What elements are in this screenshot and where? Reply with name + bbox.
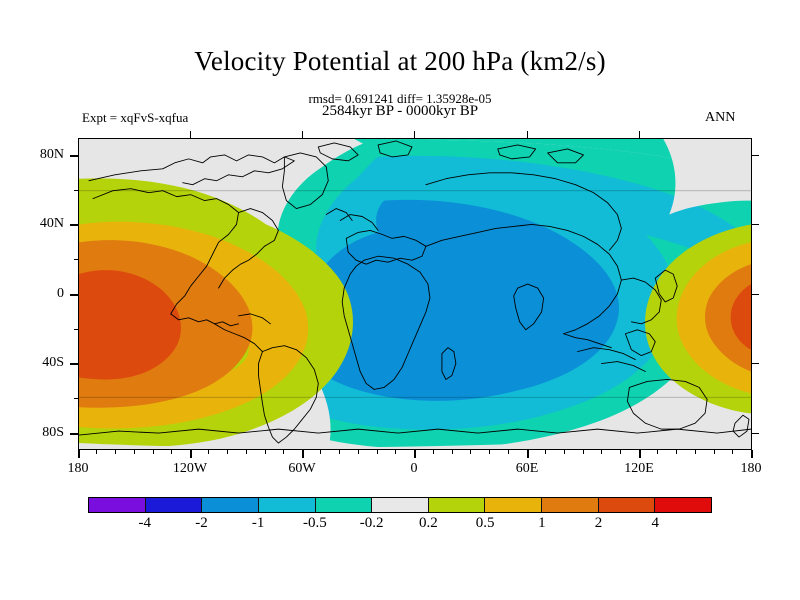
colorbar-segment: [654, 498, 712, 512]
colorbar-tick-label: -2: [195, 515, 208, 531]
colorbar-tick-label: -4: [138, 515, 151, 531]
colorbar-segment: [257, 498, 315, 512]
colorbar-tick-label: 0.2: [418, 515, 438, 531]
colorbar-segment: [427, 498, 485, 512]
colorbar-tick-label: 1: [538, 515, 546, 531]
y-tick-label: 80S: [42, 425, 64, 440]
coastline-overlay: [79, 140, 751, 444]
colorbar: [88, 497, 712, 513]
colorbar-tick-label: -0.5: [303, 515, 327, 531]
colorbar-segment: [541, 498, 598, 512]
colorbar-tick-label: -1: [251, 515, 265, 531]
x-tick-label: 60W: [288, 461, 316, 476]
x-tick-label: 120W: [172, 461, 208, 476]
experiment-label: Expt = xqFvS-xqfua: [82, 110, 189, 125]
x-tick-label: 0: [410, 461, 418, 476]
y-tick-label: 0: [57, 286, 64, 301]
colorbar-tick-label: -0.2: [359, 515, 384, 531]
period-annotation: 2584kyr BP - 0000kyr BP: [321, 103, 479, 119]
colorbar-tick-label: 0.5: [475, 515, 495, 531]
colorbar-segment: [201, 498, 258, 512]
colorbar-segment: [314, 498, 372, 512]
y-tick-label: 40N: [39, 216, 64, 231]
rmsd-annotation: rmsd= 0.691241 diff= 1.35928e-05: [308, 91, 492, 106]
colorbar-tick-label: 2: [594, 515, 603, 531]
page-title: Velocity Potential at 200 hPa (km2/s): [194, 46, 606, 76]
x-tick-label: 60E: [515, 461, 539, 476]
x-tick-label: 120E: [624, 461, 654, 476]
x-tick-label: 180: [67, 461, 89, 476]
y-tick-label: 40S: [42, 355, 64, 370]
colorbar-segment: [371, 498, 428, 512]
x-tick-label: 180: [740, 461, 762, 476]
colorbar-segment: [89, 498, 145, 512]
colorbar-segment: [597, 498, 655, 512]
colorbar-segment: [144, 498, 202, 512]
velocity-potential-field: [79, 139, 751, 449]
colorbar-segment: [484, 498, 542, 512]
y-tick-label: 80N: [39, 147, 64, 162]
colorbar-tick-label: 4: [651, 515, 660, 531]
season-label: ANN: [705, 110, 736, 125]
map-plot-area: [78, 138, 752, 450]
